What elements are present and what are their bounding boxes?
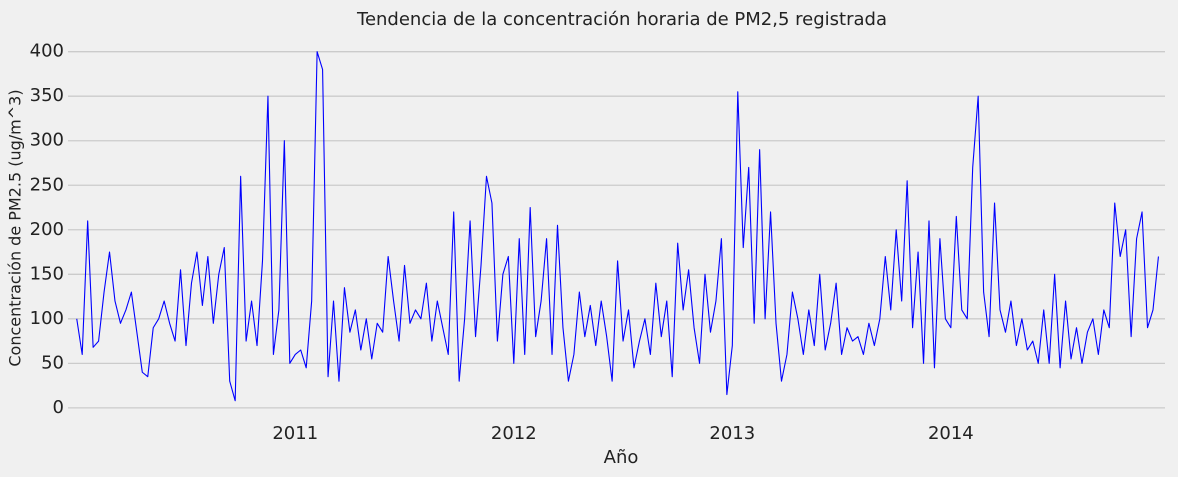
x-tick-label: 2011 xyxy=(272,423,318,444)
chart-title: Tendencia de la concentración horaria de… xyxy=(356,9,887,30)
y-tick-label: 200 xyxy=(30,219,64,240)
y-axis-label: Concentración de PM2.5 (ug/m^3) xyxy=(6,89,25,366)
y-tick-label: 350 xyxy=(30,85,64,106)
y-tick-label: 250 xyxy=(30,174,64,195)
x-tick-label: 2013 xyxy=(709,423,755,444)
y-tick-label: 300 xyxy=(30,130,64,151)
data-line xyxy=(76,51,1159,402)
y-tick-label: 0 xyxy=(53,397,64,418)
x-axis-label: Año xyxy=(604,447,639,468)
y-tick-label: 400 xyxy=(30,41,64,62)
x-tick-label: 2014 xyxy=(928,423,974,444)
x-tick-label: 2012 xyxy=(491,423,537,444)
y-tick-label: 150 xyxy=(30,263,64,284)
y-tick-label: 50 xyxy=(41,352,64,373)
y-tick-label: 100 xyxy=(30,308,64,329)
